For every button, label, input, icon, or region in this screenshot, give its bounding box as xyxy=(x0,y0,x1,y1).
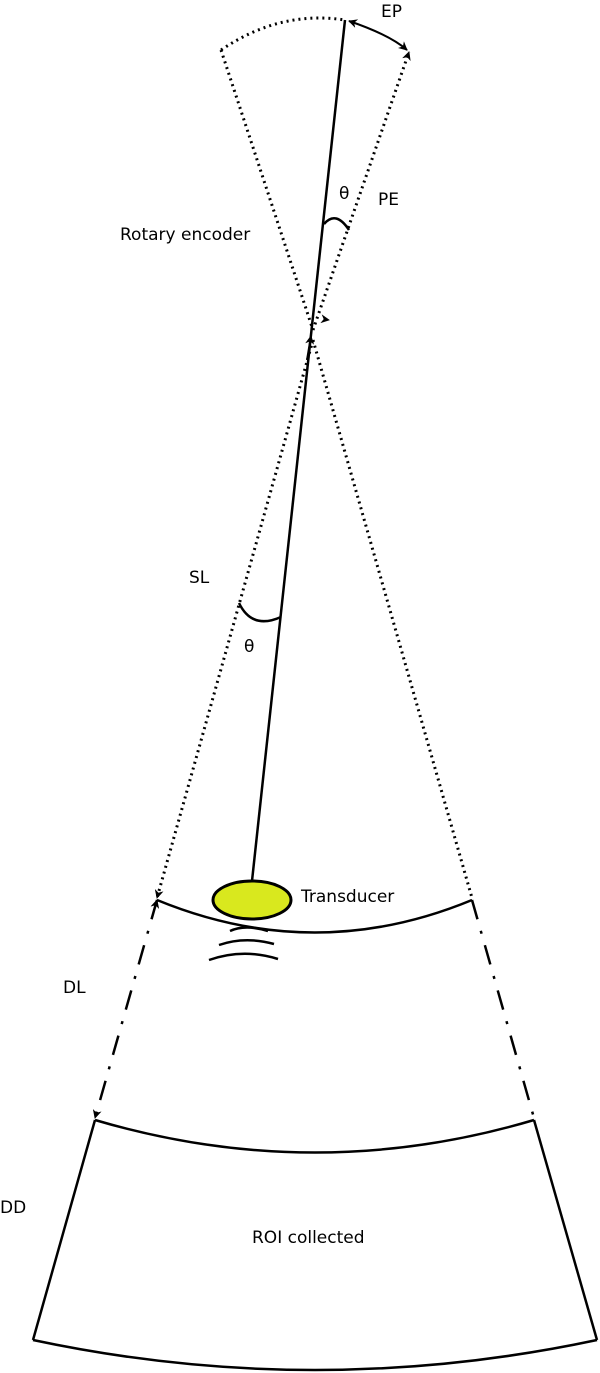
dd-label: DD xyxy=(0,1198,27,1218)
top-sweep-arc xyxy=(220,16,346,52)
ep-label: EP xyxy=(381,2,402,22)
transducer-label: Transducer xyxy=(301,887,395,907)
dl-label: DL xyxy=(63,978,86,998)
transducer-arc xyxy=(156,898,473,934)
roi-top-arc xyxy=(94,1118,535,1154)
transducer-element xyxy=(211,879,293,921)
theta-mid-label: θ xyxy=(244,637,255,657)
wave-arc-3 xyxy=(208,952,279,962)
pe-label: PE xyxy=(378,190,399,210)
top-left-dotted-line xyxy=(219,49,315,331)
right-dotted-line xyxy=(311,339,474,899)
theta-arc-top xyxy=(323,217,351,231)
theta-top-label: θ xyxy=(339,184,350,204)
pivot-arrow-up xyxy=(305,335,315,361)
sl-dotted-line xyxy=(154,339,315,899)
roi-bottom-arc xyxy=(32,1338,598,1372)
roi-label: ROI collected xyxy=(252,1228,365,1248)
roi-left-edge xyxy=(31,1119,97,1341)
rotary-encoder-label: Rotary encoder xyxy=(120,225,251,245)
wave-arc-1 xyxy=(229,926,269,933)
roi-right-edge xyxy=(532,1119,599,1341)
pe-dotted-line xyxy=(311,51,411,331)
ep-arc-arrow xyxy=(348,19,408,51)
dl-arrow-line xyxy=(92,899,160,1119)
right-dashdot-line xyxy=(470,899,536,1119)
pendulum-line xyxy=(250,19,347,882)
wave-arc-2 xyxy=(218,939,275,947)
sl-label: SL xyxy=(189,568,210,588)
theta-arc-mid xyxy=(237,602,282,623)
